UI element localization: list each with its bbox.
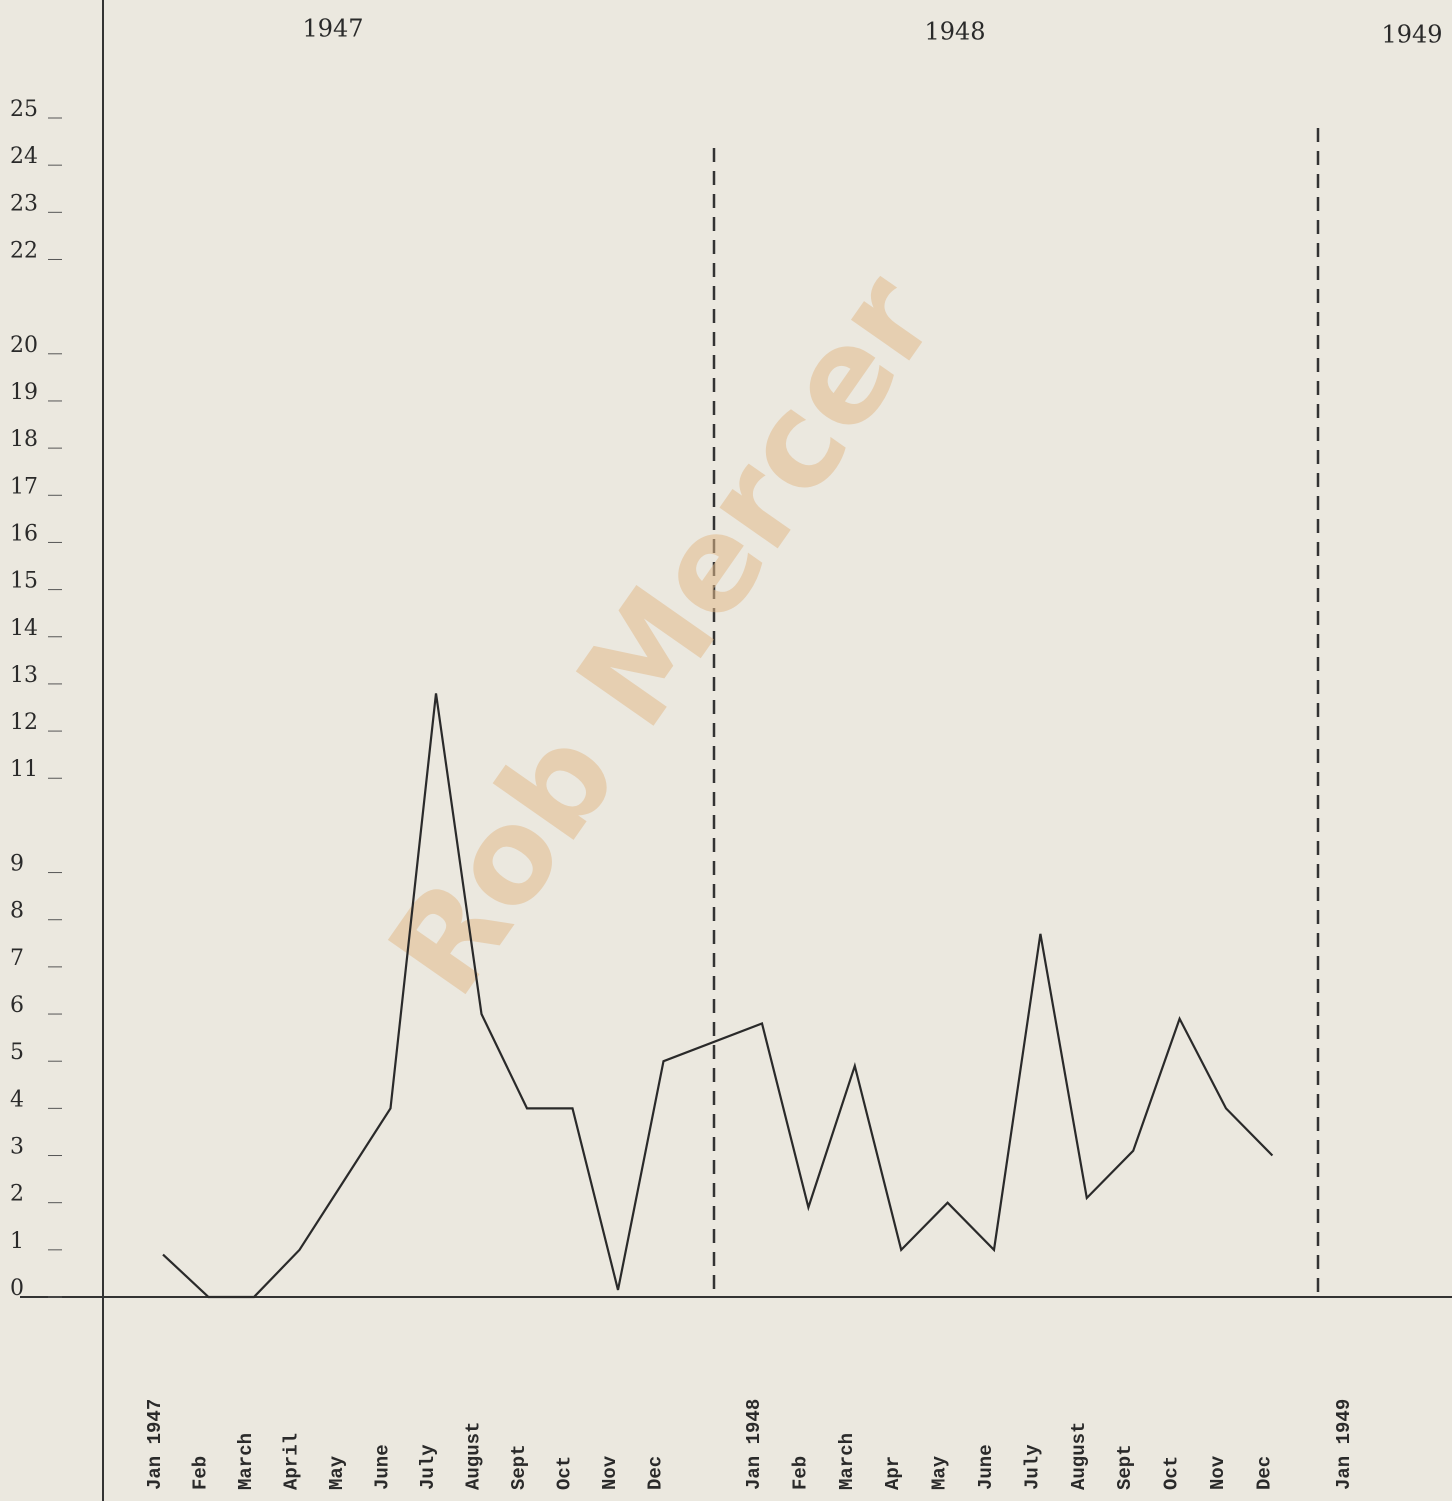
x-tick-label: Sept [508,1444,530,1490]
x-tick-label: Oct [1161,1456,1183,1490]
x-tick-label: Nov [599,1455,621,1490]
year-label: 1947 [302,15,363,43]
x-tick-label: March [836,1433,858,1490]
y-tick-label: 15 [10,569,38,594]
x-tick-label: Apr [882,1456,904,1490]
x-tick-label: June [975,1444,997,1490]
y-tick-label: 24 [10,144,38,169]
x-tick-label: Jan 1948 [743,1399,765,1490]
x-tick-label: June [372,1444,394,1490]
y-tick-label: 3 [10,1135,24,1160]
y-tick-label: 0 [10,1276,24,1301]
y-tick-label: 12 [10,710,38,735]
y-tick-label: 23 [10,191,38,216]
y-tick-label: 14 [10,616,38,641]
x-tick-label: May [929,1455,951,1490]
y-tick-label: 8 [10,899,24,924]
y-tick-label: 17 [10,474,38,499]
y-tick-label: 13 [10,663,38,688]
y-tick-label: 6 [10,993,24,1018]
x-tick-label: Sept [1114,1444,1136,1490]
x-tick-label: Jan 1949 [1333,1399,1355,1490]
y-tick-label: 11 [10,757,38,782]
x-tick-label: Jan 1947 [144,1399,166,1490]
y-tick-label: 22 [10,238,38,263]
y-tick-label: 1 [10,1229,24,1254]
x-tick-label: Oct [554,1456,576,1490]
x-tick-label: Feb [789,1456,811,1490]
y-tick-label: 19 [10,380,38,405]
x-tick-label: July [417,1444,439,1490]
y-tick-label: 7 [10,946,24,971]
y-tick-label: 5 [10,1040,24,1065]
y-tick-label: 18 [10,427,38,452]
x-tick-label: Dec [1253,1456,1275,1490]
x-tick-label: April [281,1433,303,1490]
x-tick-label: July [1021,1444,1043,1490]
data-line [162,693,1274,1299]
y-tick-label: 9 [10,852,24,877]
x-tick-label: May [326,1455,348,1490]
x-tick-label: August [1068,1422,1090,1490]
x-tick-label: Nov [1207,1455,1229,1490]
x-tick-label: Dec [645,1456,667,1490]
y-tick-label: 20 [10,333,38,358]
x-tick-label: August [463,1422,485,1490]
year-label: 1949 [1381,21,1442,49]
y-tick-label: 16 [10,521,38,546]
y-tick-label: 4 [10,1087,24,1112]
x-tick-label: Feb [190,1456,212,1490]
year-label: 1948 [924,18,985,46]
y-tick-label: 25 [10,97,38,122]
y-tick-label: 2 [10,1182,24,1207]
x-tick-label: March [235,1433,257,1490]
